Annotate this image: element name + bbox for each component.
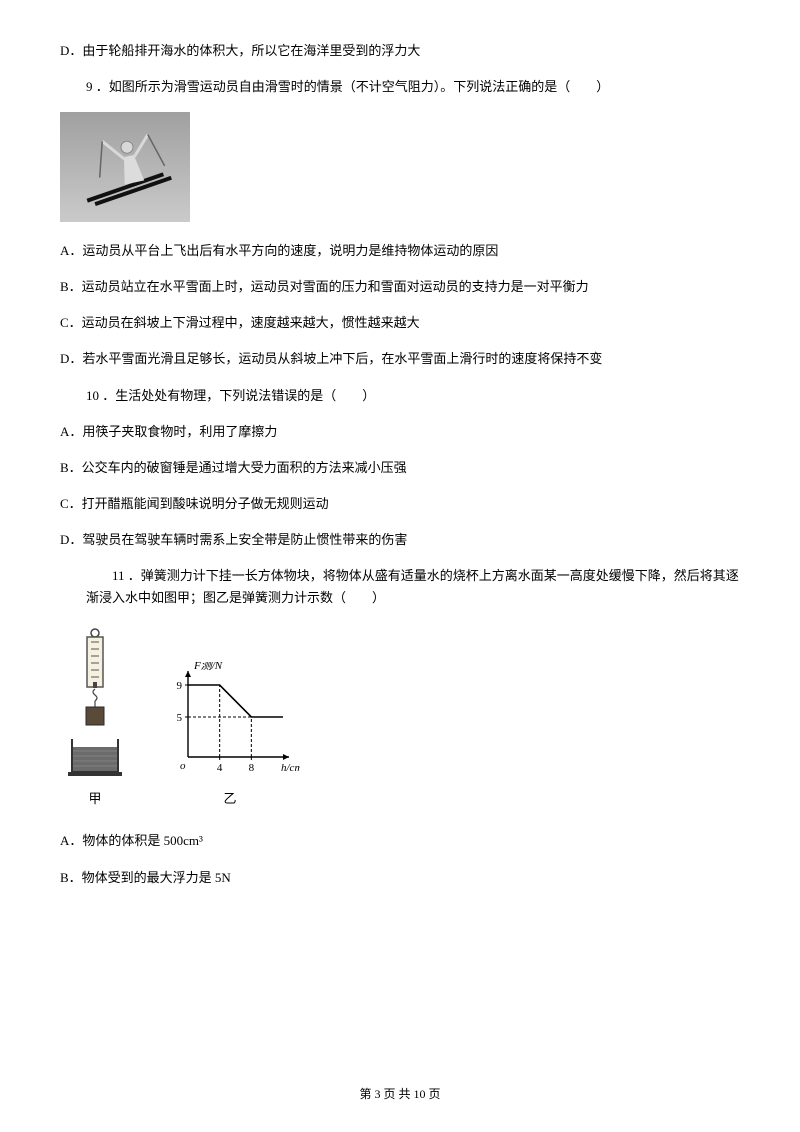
q11-figures: 甲 F测/N h/cm 5 9 4 8 o 乙 [60, 627, 740, 810]
svg-text:8: 8 [249, 762, 255, 774]
q10-option-a: A．用筷子夹取食物时，利用了摩擦力 [60, 421, 740, 443]
graph-svg: F测/N h/cm 5 9 4 8 o [160, 662, 300, 777]
page-footer: 第 3 页 共 10 页 [0, 1084, 800, 1104]
svg-text:F测/N: F测/N [193, 662, 223, 672]
q10-option-b: B．公交车内的破窗锤是通过增大受力面积的方法来减小压强 [60, 457, 740, 479]
q9-option-c: C．运动员在斜坡上下滑过程中，速度越来越大，惯性越来越大 [60, 312, 740, 334]
figure-left-label: 甲 [60, 788, 130, 810]
q10-stem: 10 ．生活处处有物理，下列说法错误的是（ ） [60, 385, 740, 407]
q11-figure-right: F测/N h/cm 5 9 4 8 o 乙 [160, 662, 300, 810]
svg-text:o: o [180, 760, 186, 772]
q10-option-c: C．打开醋瓶能闻到酸味说明分子做无规则运动 [60, 493, 740, 515]
q9-option-d: D．若水平雪面光滑且足够长，运动员从斜坡上冲下后，在水平雪面上滑行时的速度将保持… [60, 348, 740, 370]
q11-option-a: A．物体的体积是 500cm³ [60, 830, 740, 852]
svg-text:5: 5 [177, 712, 183, 724]
spring-beaker-svg [60, 627, 130, 777]
q11-option-b: B．物体受到的最大浮力是 5N [60, 867, 740, 889]
q11-stem: 11 ．弹簧测力计下挂一长方体物块，将物体从盛有适量水的烧杯上方离水面某一高度处… [60, 565, 740, 609]
q10-option-d: D．驾驶员在驾驶车辆时需系上安全带是防止惯性带来的伤害 [60, 529, 740, 551]
svg-text:4: 4 [217, 762, 223, 774]
q11-figure-left: 甲 [60, 627, 130, 810]
q9-stem: 9 ．如图所示为滑雪运动员自由滑雪时的情景（不计空气阻力）。下列说法正确的是（ … [60, 76, 740, 98]
q9-option-b: B．运动员站立在水平雪面上时，运动员对雪面的压力和雪面对运动员的支持力是一对平衡… [60, 276, 740, 298]
q9-figure [60, 112, 740, 222]
skier-svg [60, 112, 190, 222]
figure-right-label: 乙 [160, 788, 300, 810]
svg-text:h/cm: h/cm [281, 762, 300, 774]
q9-option-a: A．运动员从平台上飞出后有水平方向的速度，说明力是维持物体运动的原因 [60, 240, 740, 262]
q8-option-d: D．由于轮船排开海水的体积大，所以它在海洋里受到的浮力大 [60, 40, 740, 62]
svg-text:9: 9 [177, 680, 183, 692]
